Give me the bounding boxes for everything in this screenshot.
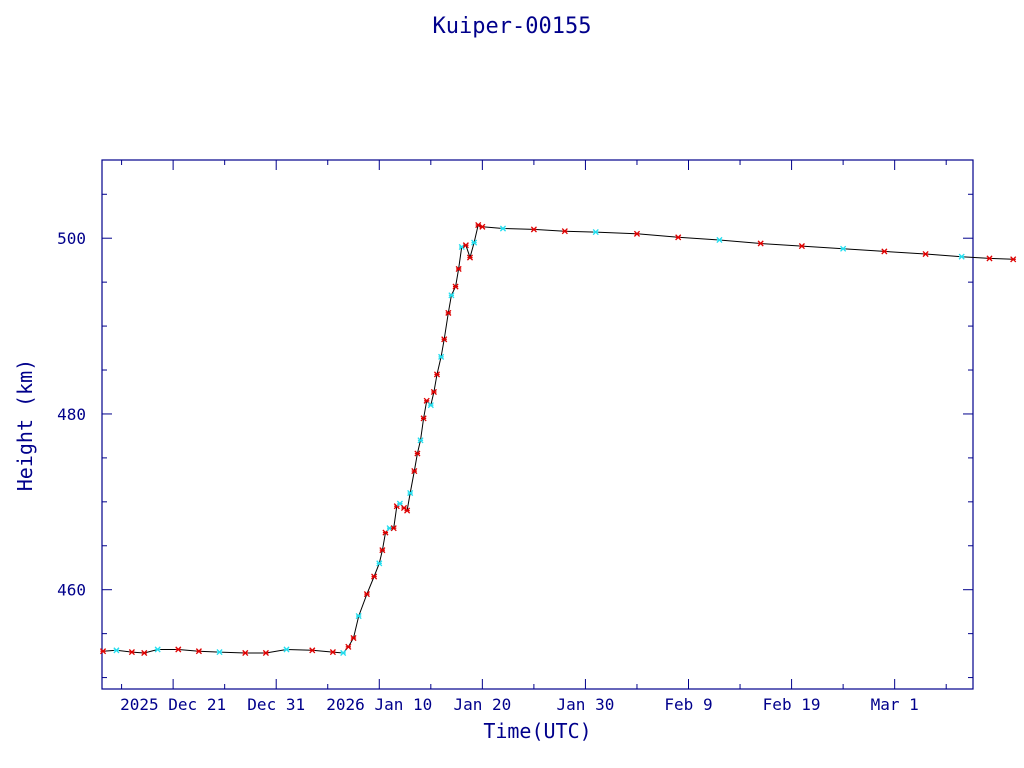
y-tick-label: 500 xyxy=(57,229,86,248)
data-point xyxy=(1010,256,1017,263)
data-point xyxy=(675,234,682,241)
x-tick-label: Jan 30 xyxy=(557,695,615,714)
data-point xyxy=(414,450,421,457)
data-point xyxy=(592,228,599,236)
data-point xyxy=(441,336,448,343)
x-tick-label: Feb 9 xyxy=(664,695,712,714)
data-point xyxy=(390,525,397,532)
series-line xyxy=(102,224,1014,654)
x-axis-label: Time(UTC) xyxy=(483,719,592,743)
data-point xyxy=(99,648,107,655)
data-point xyxy=(530,226,537,233)
y-tick-label: 460 xyxy=(57,581,86,600)
data-point xyxy=(363,591,370,598)
data-point xyxy=(128,649,135,656)
data-point xyxy=(462,242,469,249)
data-point xyxy=(154,646,161,653)
data-point xyxy=(195,648,202,655)
data-point xyxy=(283,646,290,653)
x-tick-label: 2025 Dec 21 xyxy=(120,695,226,714)
data-point xyxy=(379,547,386,554)
y-axis-label: Height (km) xyxy=(13,358,37,492)
data-point xyxy=(309,647,316,654)
data-point xyxy=(798,243,805,250)
axis-ticks: 2025 Dec 21 Dec 31 2026 Jan 10 Jan 20 Jan 30… xyxy=(57,160,973,714)
data-point xyxy=(716,236,723,244)
data-point xyxy=(340,649,347,657)
data-point xyxy=(417,437,424,444)
data-point xyxy=(455,265,462,273)
data-point xyxy=(479,223,486,230)
x-tick-label: Dec 31 xyxy=(247,695,305,714)
data-point xyxy=(350,634,357,642)
data-point xyxy=(840,245,847,252)
data-point xyxy=(430,388,437,396)
data-point xyxy=(113,647,120,654)
data-point xyxy=(986,255,993,262)
x-tick-label: Mar 1 xyxy=(871,695,919,714)
data-point xyxy=(404,507,411,514)
data-point xyxy=(448,292,455,299)
plot-frame xyxy=(101,159,974,690)
data-point xyxy=(433,371,441,378)
x-tick-label: 2026 Jan 10 xyxy=(326,695,432,714)
data-point xyxy=(561,228,568,235)
data-point xyxy=(452,283,459,290)
data-point xyxy=(633,230,641,237)
data-point xyxy=(175,646,182,653)
data-point xyxy=(262,649,269,657)
data-point xyxy=(407,489,414,497)
data-point xyxy=(445,309,452,316)
data-point xyxy=(427,402,434,409)
series-layer xyxy=(99,221,1017,657)
data-point xyxy=(411,468,418,475)
data-point xyxy=(345,643,352,650)
data-point xyxy=(922,250,929,258)
data-point xyxy=(466,254,474,261)
data-point xyxy=(471,239,478,246)
data-point xyxy=(216,649,223,656)
x-tick-label: Jan 20 xyxy=(453,695,511,714)
data-point xyxy=(376,560,383,567)
data-point xyxy=(757,240,764,247)
data-point xyxy=(329,649,336,656)
x-tick-label: Feb 19 xyxy=(763,695,821,714)
data-point xyxy=(242,649,249,657)
y-tick-label: 480 xyxy=(57,405,86,424)
data-point xyxy=(420,415,427,422)
data-point xyxy=(355,613,362,620)
chart-title: Kuiper-00155 xyxy=(432,14,592,39)
data-point xyxy=(958,253,965,260)
data-point xyxy=(141,649,148,657)
data-point xyxy=(438,353,445,360)
data-point xyxy=(371,573,378,580)
data-point xyxy=(881,248,888,255)
data-point xyxy=(499,225,507,232)
